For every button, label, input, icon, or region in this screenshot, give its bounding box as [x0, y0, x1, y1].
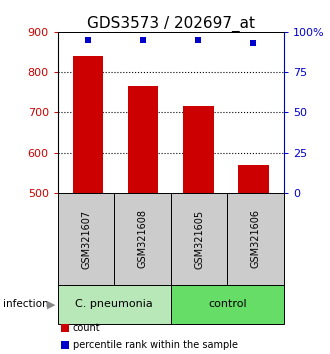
Text: GSM321607: GSM321607	[81, 209, 91, 269]
Text: GSM321606: GSM321606	[250, 210, 261, 268]
Text: ▶: ▶	[47, 299, 55, 309]
Bar	[128, 86, 158, 193]
Point	[85, 37, 91, 43]
Bar	[183, 106, 214, 193]
Text: control: control	[208, 299, 247, 309]
Text: count: count	[73, 323, 100, 333]
Text: percentile rank within the sample: percentile rank within the sample	[73, 340, 238, 350]
Point	[196, 37, 201, 43]
Text: infection: infection	[3, 299, 49, 309]
Point	[141, 37, 146, 43]
Text: C. pneumonia: C. pneumonia	[75, 299, 153, 309]
Bar	[73, 56, 103, 193]
Text: GSM321608: GSM321608	[138, 210, 148, 268]
Point	[251, 40, 256, 46]
Text: GSM321605: GSM321605	[194, 209, 204, 269]
Title: GDS3573 / 202697_at: GDS3573 / 202697_at	[87, 16, 255, 32]
Bar	[238, 165, 269, 193]
